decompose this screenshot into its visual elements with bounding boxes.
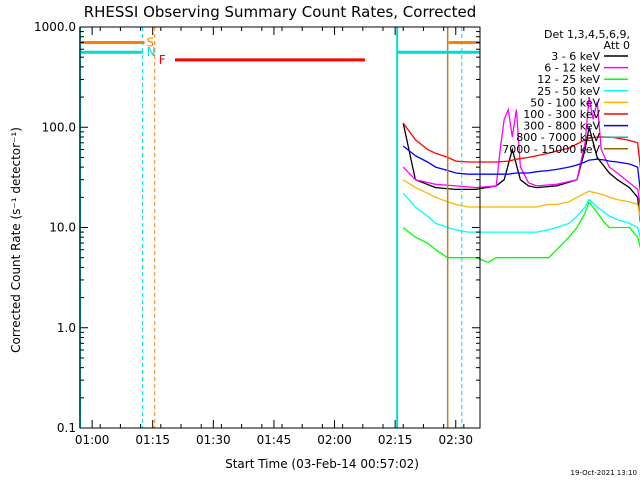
- saa-label: S: [147, 36, 155, 50]
- legend-entry: 12 - 25 keV: [537, 73, 600, 86]
- legend-header: Det 1,3,4,5,6,9,: [544, 28, 630, 41]
- flare-label: F: [159, 53, 166, 67]
- legend-entry: 50 - 100 keV: [530, 96, 600, 109]
- x-tick-label: 01:45: [257, 433, 292, 447]
- series-line-2: [402, 200, 640, 264]
- x-tick-label: 02:00: [317, 433, 352, 447]
- legend-entry: 800 - 7000 keV: [516, 131, 600, 144]
- footer-date: 19-Oct-2021 13:10: [571, 469, 637, 477]
- legend-header: Att 0: [604, 39, 630, 52]
- legend-entry: 3 - 6 keV: [551, 50, 600, 63]
- night-label: N: [147, 45, 156, 59]
- x-tick-label: 01:00: [75, 433, 110, 447]
- chart-title: RHESSI Observing Summary Count Rates, Co…: [84, 3, 477, 21]
- series-layer: [402, 96, 640, 264]
- legend-entry: 25 - 50 keV: [537, 85, 600, 98]
- legend-entry: 6 - 12 keV: [544, 62, 600, 75]
- y-tick-label: 0.1: [57, 421, 76, 435]
- legend-entry: 7000 - 15000 keV: [502, 143, 600, 156]
- x-tick-label: 01:15: [135, 433, 170, 447]
- plot-frame: [79, 26, 481, 429]
- y-tick-label: 10.0: [49, 221, 76, 235]
- x-axis-label: Start Time (03-Feb-14 00:57:02): [225, 457, 419, 471]
- legend-entry: 100 - 300 keV: [523, 108, 600, 121]
- series-line-6: [402, 145, 640, 194]
- x-tick-label: 02:30: [438, 433, 473, 447]
- axes-layer: 0.1 1.0 10.0 100.0 1000.0 01:00 01:15 01:30 01:4…: [34, 20, 480, 447]
- y-tick-label: 100.0: [42, 120, 76, 134]
- legend-entry: 300 - 800 keV: [523, 120, 600, 133]
- y-tick-label: 1.0: [57, 321, 76, 335]
- series-line-4: [402, 179, 640, 220]
- annotation-layer: SNF: [79, 27, 480, 428]
- x-tick-label: 02:15: [378, 433, 413, 447]
- x-tick-label: 01:30: [196, 433, 231, 447]
- series-line-5: [402, 122, 640, 170]
- y-axis-label: Corrected Count Rate (s⁻¹ detector⁻¹): [9, 127, 23, 353]
- series-line-3: [402, 192, 640, 239]
- series-line-1: [402, 96, 640, 208]
- y-tick-label: 1000.0: [34, 20, 76, 34]
